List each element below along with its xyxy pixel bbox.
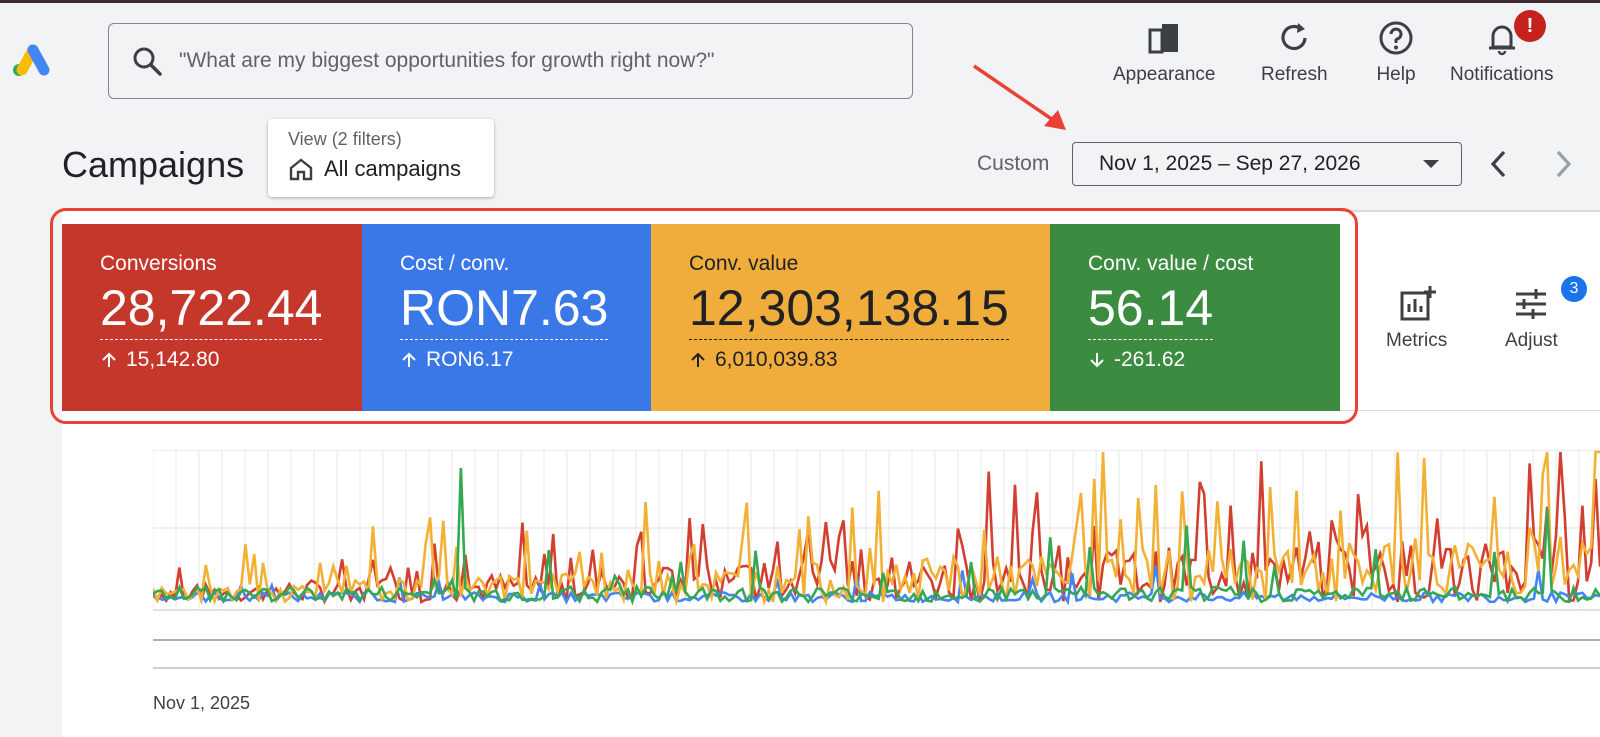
notifications-button[interactable]: Notifications ! — [1450, 10, 1554, 88]
metric-change: RON6.17 — [400, 348, 651, 372]
metric-value: RON7.63 — [400, 282, 609, 340]
metric-tile-conv-value[interactable]: Conv. value 12,303,138.15 6,010,039.83 — [651, 224, 1050, 411]
adjust-button[interactable]: Adjust 3 — [1505, 276, 1587, 352]
metric-change: 15,142.80 — [100, 348, 362, 372]
bell-icon — [1488, 25, 1515, 56]
page-title: Campaigns — [62, 144, 245, 185]
series-line-3 — [153, 467, 1600, 606]
help-icon — [1379, 21, 1413, 55]
chevron-left-icon[interactable] — [1482, 146, 1518, 182]
help-button[interactable]: Help — [1376, 18, 1416, 88]
series-line-0 — [153, 451, 1600, 605]
annotation-highlight-box — [50, 208, 1358, 424]
appearance-label: Appearance — [1113, 64, 1216, 85]
arrow-up-icon — [102, 352, 116, 367]
view-filters-label: View (2 filters) — [288, 129, 402, 149]
metric-name: Conversions — [100, 252, 217, 275]
series-line-1 — [153, 565, 1600, 606]
x-axis-start-label: Nov 1, 2025 — [153, 693, 251, 713]
metric-value: 56.14 — [1088, 282, 1214, 340]
top-border — [0, 0, 1600, 3]
date-mode-label: Custom — [977, 152, 1050, 175]
appearance-icon — [1148, 24, 1179, 54]
divider — [1340, 210, 1600, 212]
search-icon — [133, 47, 162, 76]
add-chart-icon — [1400, 286, 1436, 321]
arrow-up-icon — [691, 352, 705, 367]
metrics-label: Metrics — [1386, 330, 1448, 351]
tune-icon — [1516, 289, 1547, 319]
divider — [1340, 410, 1600, 411]
metric-tile-conversions[interactable]: Conversions 28,722.44 15,142.80 — [62, 224, 362, 411]
metric-change-value: 15,142.80 — [126, 347, 220, 371]
metric-tiles: Conversions 28,722.44 15,142.80 Cost / c… — [62, 224, 1340, 411]
arrow-down-icon — [1090, 352, 1104, 367]
metric-name: Conv. value — [689, 252, 799, 275]
arrow-up-icon — [402, 352, 416, 367]
refresh-label: Refresh — [1261, 64, 1328, 85]
google-ads-logo-icon[interactable] — [12, 42, 52, 78]
campaigns-home-icon — [289, 158, 313, 181]
view-selector[interactable]: View (2 filters) All campaigns — [268, 119, 494, 197]
metric-change-value: RON6.17 — [426, 347, 514, 371]
annotation-arrow-icon — [973, 64, 1066, 130]
date-range-value: Nov 1, 2025 – Sep 27, 2026 — [1099, 152, 1361, 175]
performance-chart[interactable] — [153, 450, 1600, 690]
chevron-right-icon[interactable] — [1544, 146, 1580, 182]
metric-value: 28,722.44 — [100, 282, 323, 340]
metric-change-value: 6,010,039.83 — [715, 347, 838, 371]
metric-tile-conv-value-per-cost[interactable]: Conv. value / cost 56.14 -261.62 — [1050, 224, 1340, 411]
metric-name: Conv. value / cost — [1088, 252, 1254, 275]
metric-change: -261.62 — [1088, 348, 1340, 372]
view-selected: All campaigns — [324, 156, 461, 181]
metric-change: 6,010,039.83 — [689, 348, 1050, 372]
refresh-button[interactable]: Refresh — [1261, 18, 1328, 88]
metric-tile-cost-per-conv[interactable]: Cost / conv. RON7.63 RON6.17 — [362, 224, 651, 411]
help-label: Help — [1376, 64, 1416, 85]
caret-down-icon — [1423, 160, 1439, 168]
appearance-button[interactable]: Appearance — [1113, 18, 1215, 88]
search-input[interactable]: "What are my biggest opportunities for g… — [108, 23, 913, 99]
search-placeholder: "What are my biggest opportunities for g… — [179, 49, 715, 72]
notifications-label: Notifications — [1450, 64, 1554, 85]
adjust-badge: 3 — [1561, 276, 1587, 302]
metric-name: Cost / conv. — [400, 252, 510, 275]
refresh-icon — [1281, 23, 1307, 51]
metric-change-value: -261.62 — [1114, 347, 1186, 371]
date-range-picker[interactable]: Nov 1, 2025 – Sep 27, 2026 — [1072, 142, 1462, 186]
metric-value: 12,303,138.15 — [689, 282, 1009, 340]
metrics-button[interactable]: Metrics — [1386, 284, 1447, 352]
adjust-label: Adjust — [1505, 330, 1558, 351]
notification-badge: ! — [1514, 10, 1546, 42]
